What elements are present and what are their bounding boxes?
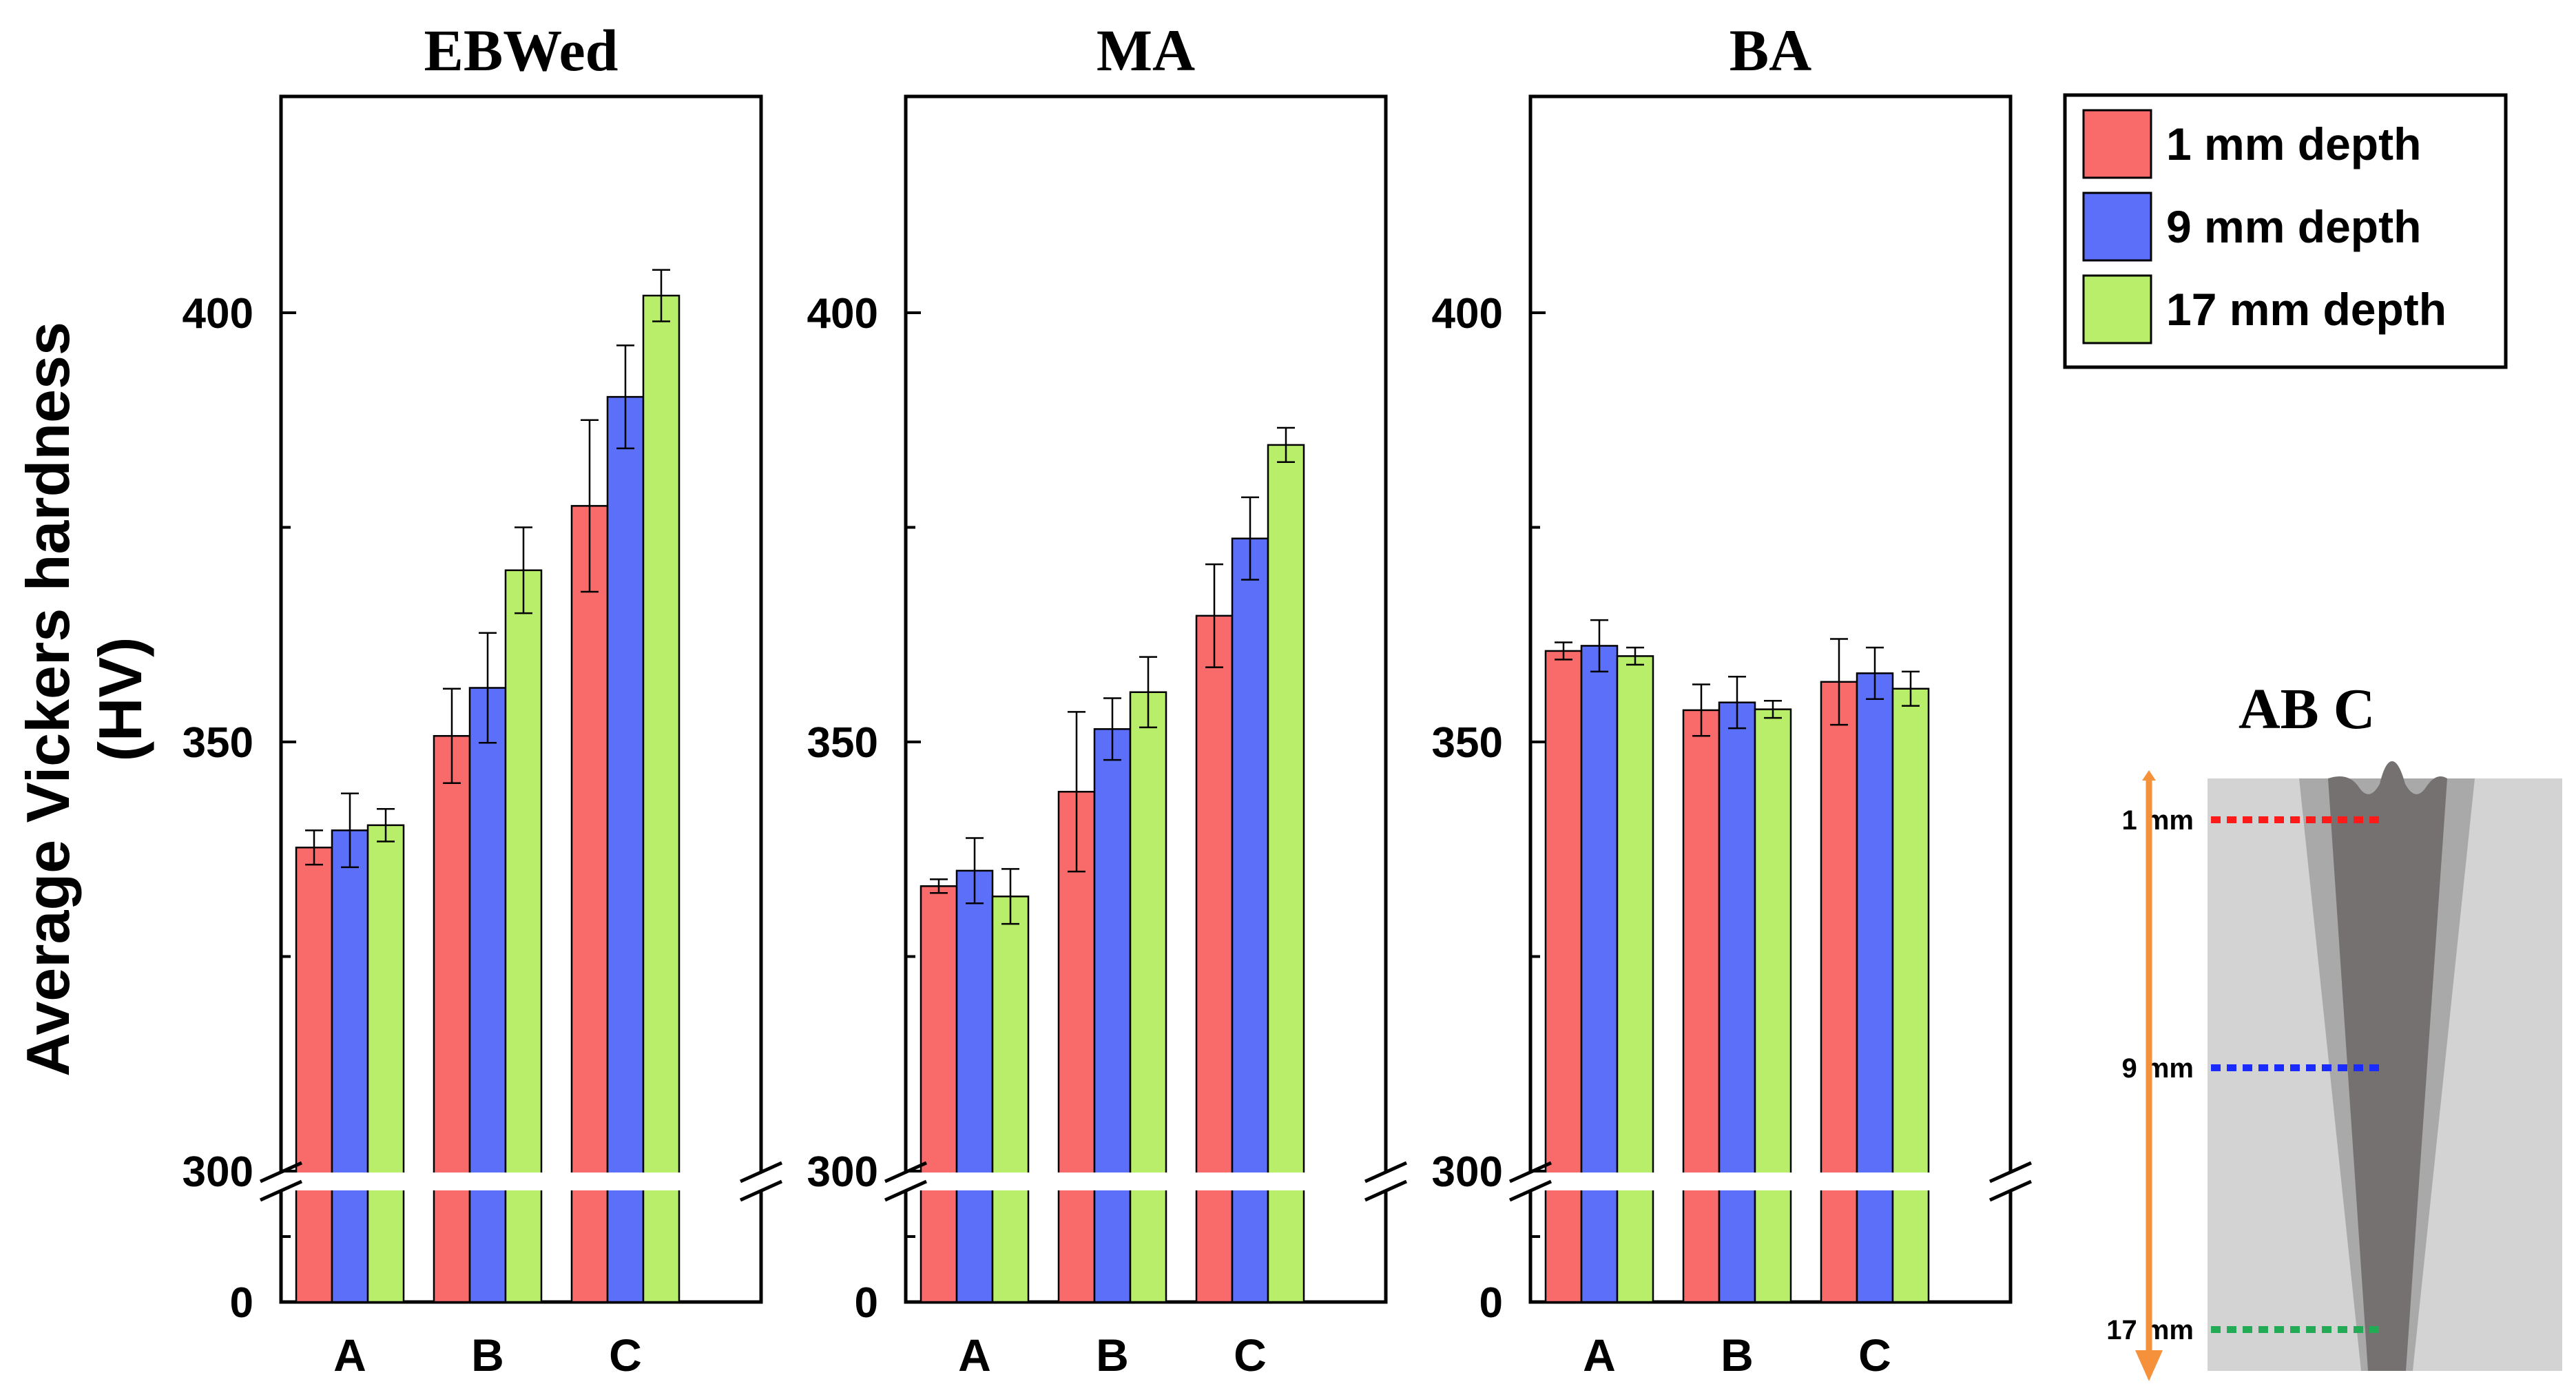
axis-break-mark	[1364, 1179, 1408, 1202]
axis-break-mark	[1988, 1179, 2033, 1202]
axis-break-gap	[1510, 1172, 2031, 1190]
bar	[1856, 672, 1894, 1303]
x-tick-label: A	[958, 1330, 991, 1381]
axis-break-mark	[1508, 1179, 1552, 1202]
bar	[1718, 701, 1756, 1303]
bar	[955, 869, 994, 1303]
panel-ebwed: EBWed 400 350 300 0 A B C	[183, 17, 783, 1381]
bar	[1057, 791, 1096, 1303]
axis-break-mark	[1364, 1161, 1408, 1184]
panel-title: EBWed	[424, 17, 619, 83]
x-tick-label: C	[1234, 1330, 1267, 1381]
x-tick-label: B	[1096, 1330, 1129, 1381]
bar	[331, 829, 369, 1303]
x-tick-label: C	[609, 1330, 642, 1381]
depth-label: 9 mm	[2122, 1053, 2194, 1084]
x-tick-label: A	[333, 1330, 366, 1381]
legend-label: 1 mm depth	[2166, 118, 2421, 169]
y-tick-label: 300	[1432, 1148, 1503, 1196]
axis-break-mark	[1988, 1161, 2033, 1184]
bar	[1891, 688, 1930, 1303]
panel-title: MA	[1097, 17, 1195, 83]
axis-break-mark	[259, 1179, 303, 1202]
zone-labels: AB C	[2239, 677, 2375, 741]
y-tick-label: 350	[1432, 719, 1503, 767]
y-axis-label: Average Vickers hardness	[14, 322, 82, 1077]
legend-swatch	[2082, 109, 2152, 179]
bar	[366, 824, 405, 1303]
y-tick-label: 0	[230, 1279, 253, 1327]
legend-swatch	[2082, 274, 2152, 344]
y-tick-label: 0	[1479, 1279, 1503, 1327]
bar	[1754, 708, 1792, 1303]
bar	[468, 687, 507, 1303]
bar	[295, 847, 333, 1303]
bar	[991, 896, 1030, 1303]
bar	[1544, 650, 1583, 1303]
bar	[1093, 728, 1132, 1303]
x-tick-label: B	[471, 1330, 504, 1381]
depth-label: 1 mm	[2122, 805, 2194, 836]
panel-title: BA	[1730, 17, 1811, 83]
y-tick-label: 300	[183, 1148, 253, 1196]
axis-break-mark	[739, 1161, 783, 1184]
y-tick-label: 350	[807, 719, 878, 767]
bar	[642, 294, 681, 1303]
bar	[1267, 444, 1305, 1303]
x-tick-label: A	[1583, 1330, 1616, 1381]
bar	[606, 395, 645, 1303]
bar	[1616, 655, 1654, 1303]
axis-break-mark	[739, 1179, 783, 1202]
bar	[1195, 614, 1234, 1303]
axis-break-gap	[260, 1172, 782, 1190]
y-tick-label: 400	[183, 290, 253, 338]
y-tick-label: 350	[183, 719, 253, 767]
y-tick-label: 400	[807, 290, 878, 338]
fusion-zone	[2328, 761, 2447, 1371]
bar	[920, 885, 958, 1303]
axis-break-mark	[884, 1179, 928, 1202]
y-tick-label: 0	[855, 1279, 878, 1327]
panel-ba: BA 400 350 300 0 A B C	[1432, 17, 2033, 1381]
depth-arrow-tail	[2142, 770, 2156, 781]
legend-label: 17 mm depth	[2166, 284, 2447, 335]
bar	[1820, 681, 1858, 1303]
axis-break-gap	[885, 1172, 1406, 1190]
x-tick-label: C	[1858, 1330, 1891, 1381]
legend-swatch	[2082, 192, 2152, 262]
bar	[433, 735, 471, 1303]
legend: 1 mm depth 9 mm depth 17 mm depth	[2063, 93, 2508, 369]
y-tick-label: 300	[807, 1148, 878, 1196]
panel-ma: MA 400 350 300 0 A B C	[807, 17, 1408, 1381]
bar	[1682, 709, 1721, 1303]
x-tick-label: B	[1721, 1330, 1754, 1381]
y-axis-label-units: (HV)	[86, 637, 154, 762]
bar	[1129, 691, 1167, 1303]
bar	[504, 569, 543, 1303]
legend-label: 9 mm depth	[2166, 201, 2421, 252]
bar	[1580, 645, 1619, 1303]
depth-arrow-head	[2135, 1350, 2163, 1381]
y-tick-label: 400	[1432, 290, 1503, 338]
